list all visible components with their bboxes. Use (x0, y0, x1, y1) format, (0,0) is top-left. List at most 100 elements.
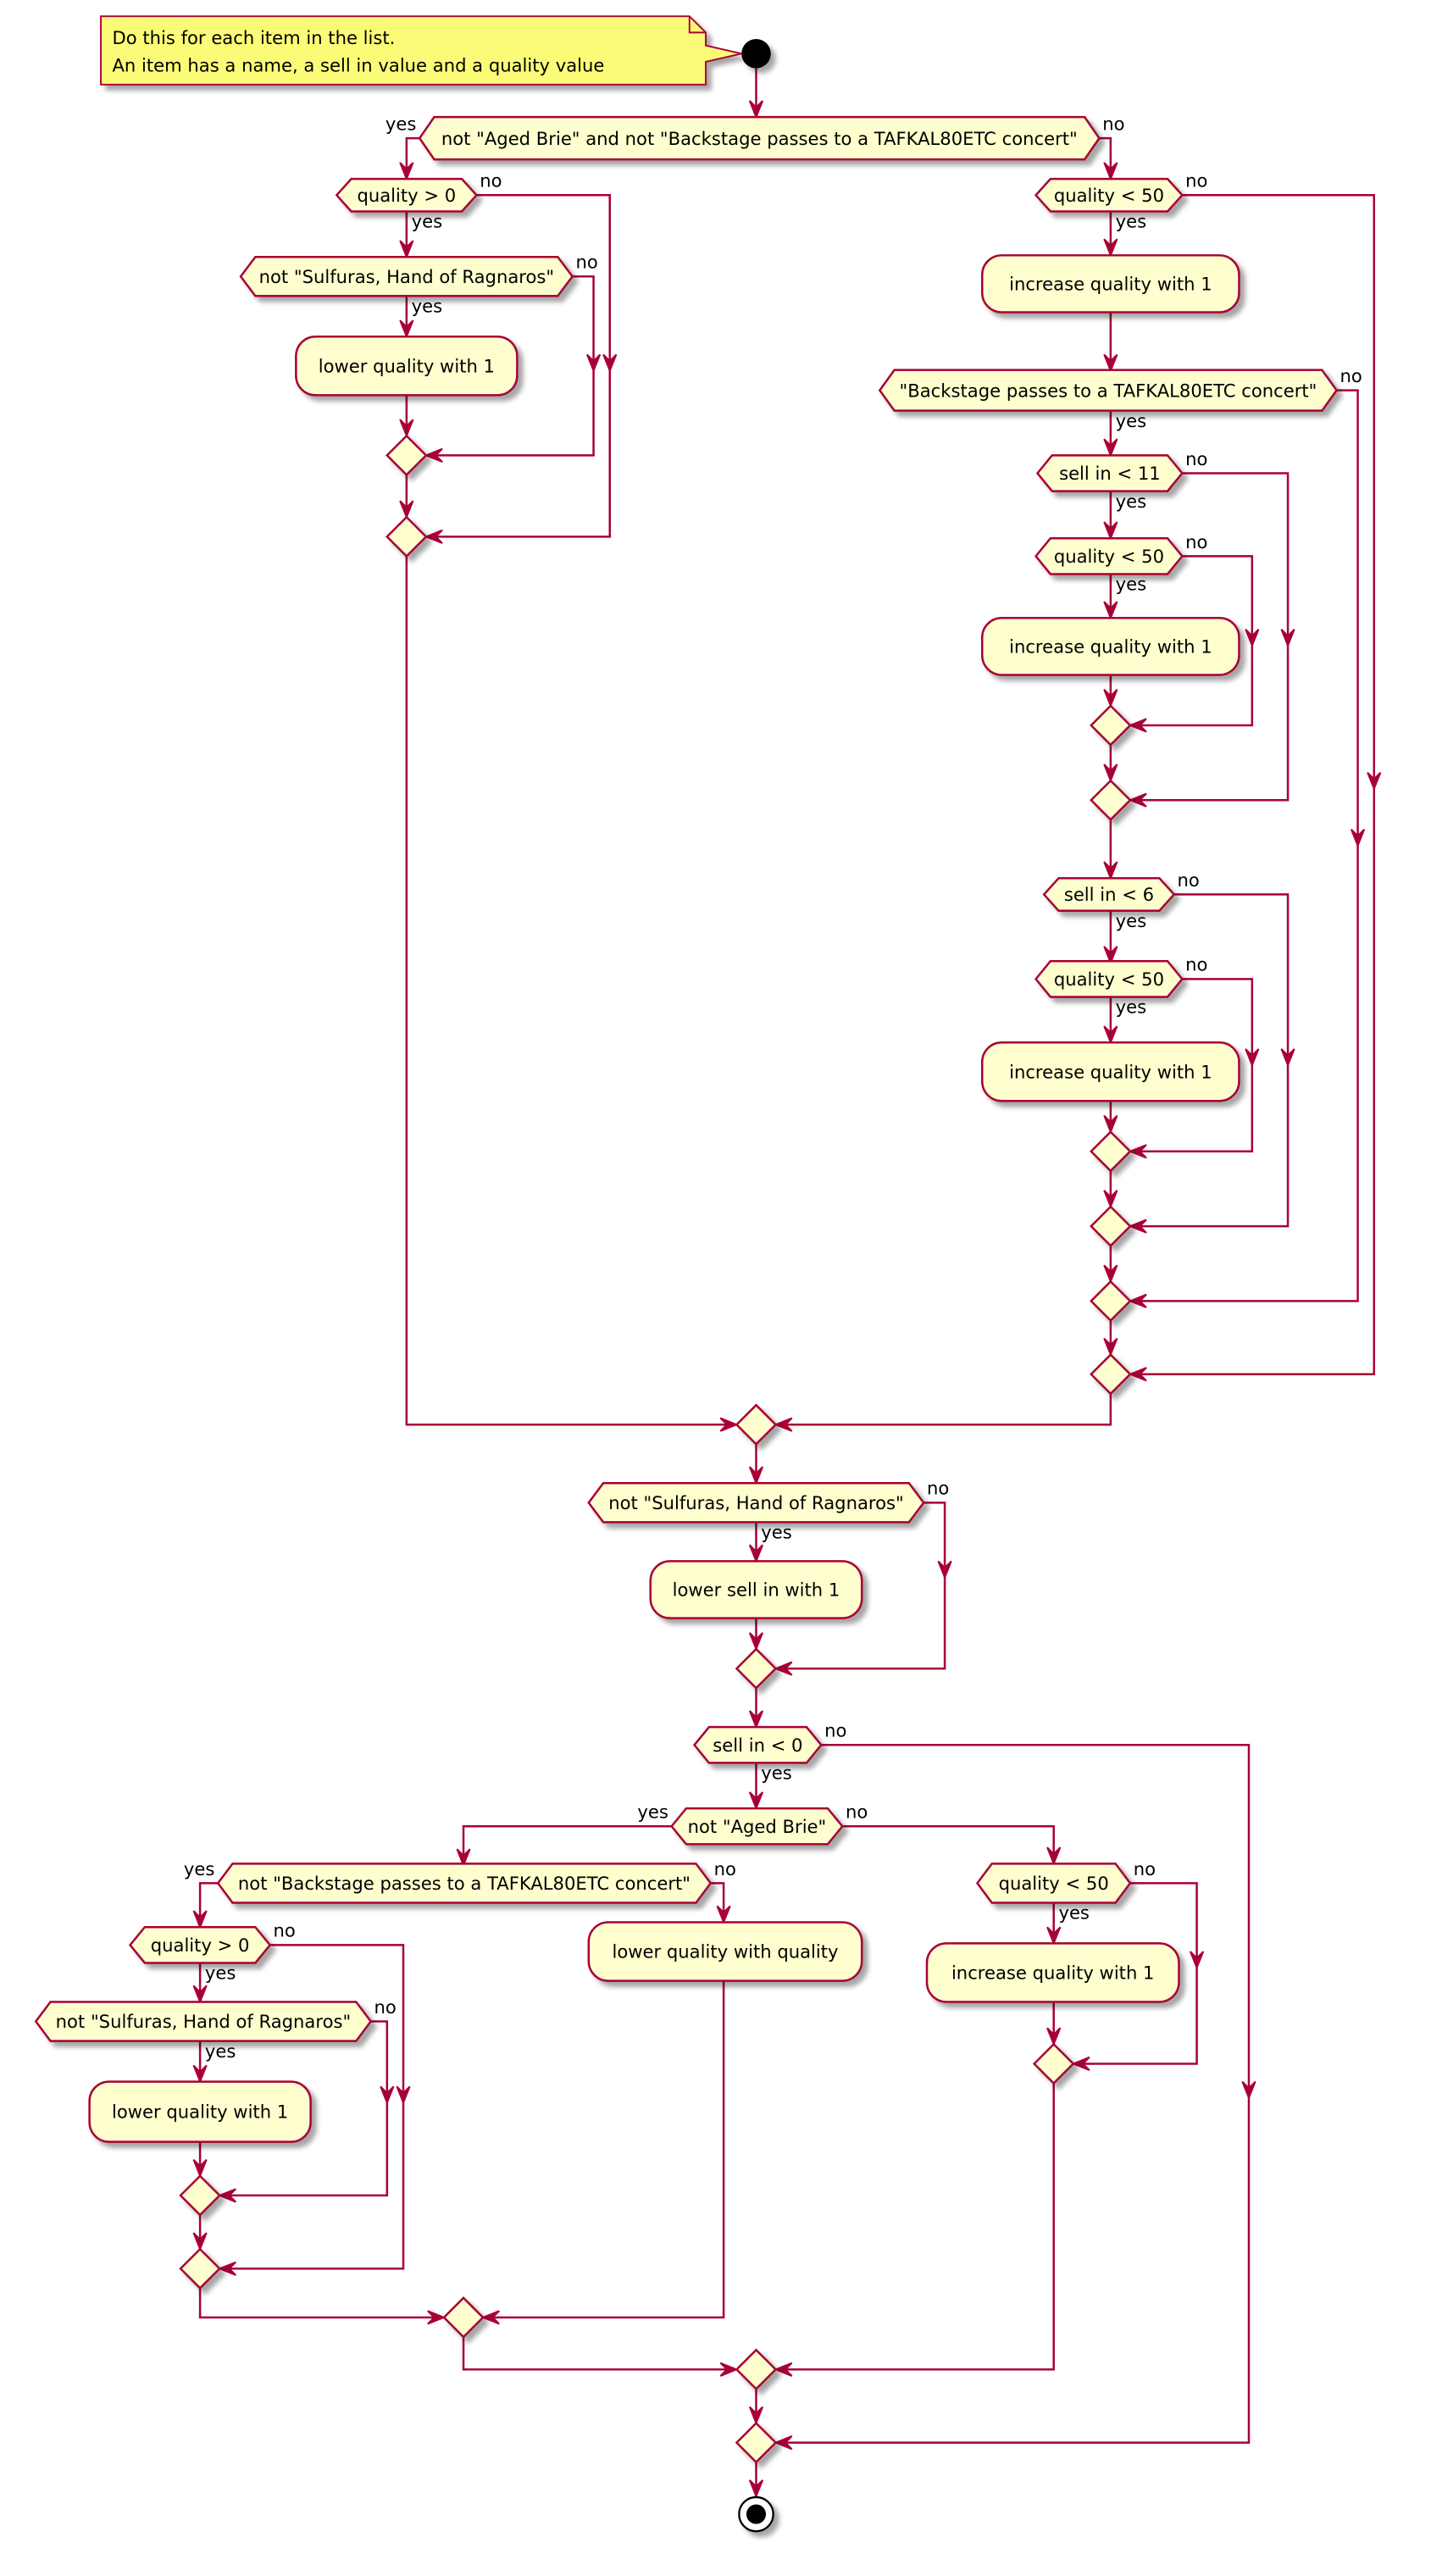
decision-label: quality > 0 (357, 185, 456, 206)
no-label: no (1134, 1858, 1156, 1879)
arrowhead-icon (424, 529, 443, 544)
yes-label: yes (761, 1522, 791, 1543)
yes-label: yes (1116, 574, 1146, 595)
arrowhead-icon (192, 1985, 208, 2005)
no-label: no (927, 1478, 949, 1499)
merge-node (1090, 1130, 1132, 1173)
yes-label: yes (205, 1963, 236, 1984)
arrowhead-icon (773, 2435, 793, 2451)
flow-edge (462, 2336, 737, 2371)
arrowhead-icon (748, 2479, 764, 2499)
flow-edge (462, 1825, 672, 1866)
action-label: lower quality with 1 (319, 355, 495, 376)
no-label: no (824, 1720, 846, 1741)
flow-edge (710, 1882, 725, 1923)
arrowhead-icon (773, 1417, 793, 1432)
decision-label: not "Sulfuras, Hand of Ragnaros" (608, 1492, 904, 1513)
note-line: Do this for each item in the list. (112, 27, 395, 48)
no-label: no (1185, 531, 1207, 552)
action-label: lower quality with quality (612, 1941, 838, 1963)
arrowhead-icon (399, 500, 414, 519)
decision-label: sell in < 0 (713, 1735, 802, 1756)
decision-label: quality < 50 (1054, 185, 1164, 206)
arrowhead-icon (480, 2310, 500, 2325)
flow-edge (198, 2288, 444, 2319)
arrowhead-icon (192, 1910, 208, 1929)
merge-node (1090, 704, 1132, 747)
nodes: Do this for each item in the list. An ite… (34, 15, 1362, 2533)
flow-edge (775, 1502, 946, 1670)
arrowhead-icon (937, 1560, 952, 1580)
yes-label: yes (1116, 211, 1146, 232)
action-node: increase quality with 1 (981, 617, 1240, 676)
no-label: no (846, 1802, 868, 1823)
decision-label: quality < 50 (999, 1873, 1109, 1894)
flow-edge (1073, 1882, 1198, 2065)
arrowhead-icon (396, 2085, 411, 2106)
decision-node: quality < 50 yes no (1034, 954, 1207, 1018)
decision-node: quality < 50 yes no (975, 1858, 1156, 1924)
edges (192, 68, 1382, 2499)
decision-node: sell in < 6 yes no (1042, 869, 1200, 931)
arrowhead-icon (217, 2261, 237, 2276)
flow-edge (219, 2020, 389, 2197)
yes-label: yes (761, 1763, 791, 1784)
arrowhead-icon (1103, 1190, 1118, 1209)
arrowhead-icon (1128, 718, 1147, 733)
arrowhead-icon (217, 2188, 237, 2203)
action-node: increase quality with 1 (925, 1942, 1180, 2003)
decision-label: sell in < 11 (1059, 463, 1161, 484)
merge-node (385, 434, 428, 477)
merge-node (735, 2421, 778, 2464)
arrowhead-icon (1128, 1367, 1147, 1382)
note-line: An item has a name, a sell in value and … (112, 54, 604, 75)
arrowhead-icon (748, 1791, 764, 1811)
arrowhead-icon (399, 240, 414, 259)
arrowhead-icon (602, 353, 618, 374)
merge-node (735, 2348, 778, 2391)
arrowhead-icon (1128, 1219, 1147, 1234)
decision-label: "Backstage passes to a TAFKAL80ETC conce… (900, 380, 1317, 401)
no-label: no (1185, 170, 1207, 192)
yes-label: yes (1116, 910, 1146, 931)
arrowhead-icon (1103, 1264, 1118, 1284)
arrowhead-icon (719, 1417, 740, 1432)
action-node: lower quality with 1 (88, 2080, 312, 2143)
flow-edge (775, 1744, 1251, 2444)
flow-edge (775, 2083, 1055, 2371)
action-node: lower quality with 1 (295, 336, 519, 397)
arrowhead-icon (1280, 629, 1295, 648)
action-node: increase quality with 1 (981, 1041, 1240, 1102)
no-label: no (1178, 869, 1200, 891)
arrowhead-icon (1071, 2056, 1090, 2072)
decision-node: quality < 50 yes no (1034, 170, 1207, 232)
arrowhead-icon (1280, 1048, 1295, 1068)
arrowhead-icon (748, 100, 764, 119)
yes-label: yes (1116, 997, 1146, 1018)
arrowhead-icon (399, 319, 414, 339)
decision-label: sell in < 6 (1064, 884, 1154, 905)
arrowhead-icon (1103, 162, 1118, 181)
flow-edge (405, 556, 737, 1426)
arrowhead-icon (380, 2085, 395, 2106)
decision-label: quality < 50 (1054, 546, 1164, 567)
arrowhead-icon (1103, 1337, 1118, 1357)
arrowhead-icon (1103, 521, 1118, 541)
flow-edge (1129, 389, 1359, 1302)
decision-node: not "Aged Brie" yes no (637, 1802, 868, 1846)
arrowhead-icon (1103, 601, 1118, 620)
arrowhead-icon (1103, 1114, 1118, 1135)
flow-edge (775, 1393, 1112, 1426)
end-node (738, 2496, 774, 2533)
arrowhead-icon (1103, 1025, 1118, 1045)
decision-label: not "Aged Brie" (688, 1816, 827, 1837)
arrowhead-icon (192, 2064, 208, 2085)
arrowhead-icon (748, 1544, 764, 1564)
flow-edge (483, 1980, 725, 2319)
no-label: no (575, 252, 597, 273)
action-label: increase quality with 1 (1009, 636, 1212, 658)
arrowhead-icon (748, 1466, 764, 1485)
arrowhead-icon (1245, 629, 1260, 648)
no-label: no (1339, 365, 1362, 386)
